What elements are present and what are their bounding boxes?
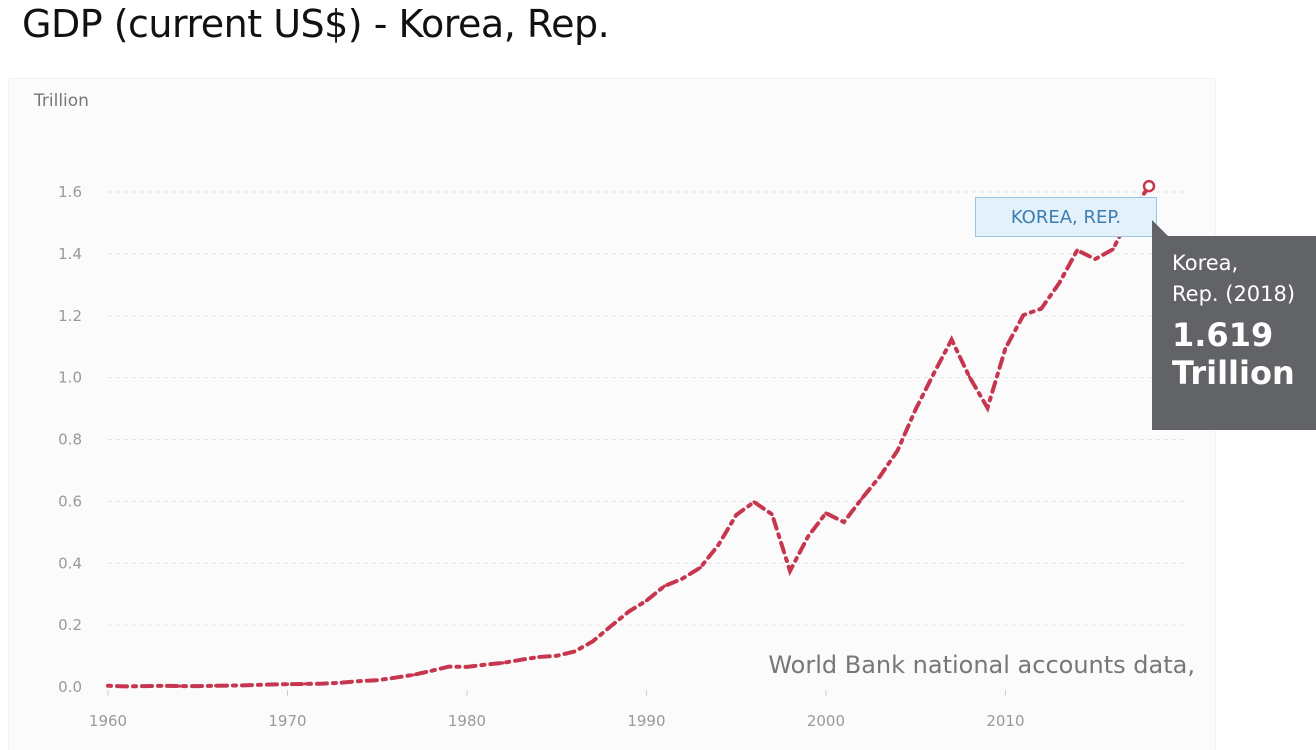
data-point <box>608 624 613 628</box>
tooltip-pointer <box>1152 220 1168 236</box>
data-point <box>393 676 397 680</box>
data-point <box>447 664 451 669</box>
series-label-text: KOREA, REP. <box>1010 206 1122 228</box>
data-point <box>555 654 559 658</box>
data-point <box>1111 247 1115 251</box>
data-point <box>178 684 182 688</box>
data-point <box>465 665 469 669</box>
x-tick-label: 1960 <box>89 712 127 730</box>
data-point <box>967 375 972 379</box>
data-point <box>1021 313 1025 317</box>
data-point <box>752 500 756 504</box>
data-point <box>321 681 325 686</box>
data-point <box>860 496 864 501</box>
data-point <box>949 337 954 342</box>
tooltip-caption: Korea, Rep. (2018) <box>1172 251 1296 306</box>
data-point <box>591 639 595 644</box>
y-tick-label: 1.2 <box>58 307 82 325</box>
data-point <box>429 669 433 673</box>
data-point <box>483 663 487 667</box>
page-title: GDP (current US$) - Korea, Rep. <box>22 2 610 46</box>
y-tick-label: 0.4 <box>58 554 82 572</box>
data-point <box>842 520 846 524</box>
data-point <box>932 372 936 376</box>
y-tick-label: 0.6 <box>58 492 82 510</box>
x-tick-label: 1980 <box>448 712 486 730</box>
data-point <box>303 682 308 686</box>
y-tick-label: 1.6 <box>58 183 82 201</box>
y-tick-label: 0.0 <box>58 678 82 696</box>
x-tick-label: 2000 <box>807 712 845 730</box>
data-point <box>160 684 164 688</box>
y-tick-label: 0.2 <box>58 616 82 634</box>
highlighted-point[interactable] <box>1142 179 1156 193</box>
data-point <box>214 684 218 688</box>
data-point <box>249 683 254 687</box>
data-tooltip: Korea, Rep. (2018) 1.619 Trillion <box>1152 236 1316 430</box>
data-point <box>680 577 684 581</box>
data-point <box>1003 346 1008 351</box>
data-point <box>1093 257 1097 261</box>
data-point <box>519 658 523 662</box>
data-point <box>267 682 272 687</box>
data-point <box>985 406 990 410</box>
y-tick-label: 1.4 <box>58 245 82 263</box>
data-point <box>716 543 720 547</box>
data-point <box>662 584 666 588</box>
plot-panel <box>8 78 1216 750</box>
data-point <box>196 684 200 688</box>
series-label-badge[interactable]: KOREA, REP. <box>975 197 1157 237</box>
x-tick-label: 1990 <box>627 712 665 730</box>
data-point <box>339 681 343 685</box>
data-point <box>501 661 505 665</box>
x-axis-ticks: 1960 1970 1980 1990 2000 2010 <box>89 690 1025 730</box>
source-note: World Bank national accounts data, <box>768 651 1195 679</box>
data-point <box>106 684 110 688</box>
data-point <box>537 655 541 659</box>
data-point <box>770 512 774 516</box>
data-point <box>644 599 649 603</box>
data-point <box>1075 248 1079 252</box>
y-tick-label: 0.8 <box>58 431 82 449</box>
data-point <box>411 673 415 677</box>
data-point <box>285 682 290 686</box>
x-tick-label: 2010 <box>986 712 1024 730</box>
data-point <box>896 448 900 452</box>
data-point <box>626 610 631 614</box>
data-point <box>824 511 828 515</box>
data-point <box>806 535 810 539</box>
data-point <box>142 684 146 688</box>
data-point <box>698 565 702 570</box>
data-point <box>914 407 918 411</box>
data-point <box>375 678 379 682</box>
y-axis-ticks: 0.0 0.2 0.4 0.6 0.8 1.0 1.2 1.4 1.6 <box>58 183 82 696</box>
data-point <box>1057 281 1061 285</box>
data-point <box>788 569 792 573</box>
data-point <box>573 649 577 654</box>
data-point <box>124 684 128 688</box>
y-tick-label: 1.0 <box>58 369 82 387</box>
data-point <box>878 475 882 479</box>
y-axis-unit-label: Trillion <box>33 91 89 111</box>
x-tick-label: 1970 <box>268 712 306 730</box>
grid-lines <box>108 191 1185 626</box>
data-point <box>232 683 236 688</box>
tooltip-value: 1.619 Trillion <box>1172 316 1295 392</box>
data-point <box>1039 307 1043 311</box>
data-point <box>734 513 738 517</box>
data-point <box>357 679 361 683</box>
